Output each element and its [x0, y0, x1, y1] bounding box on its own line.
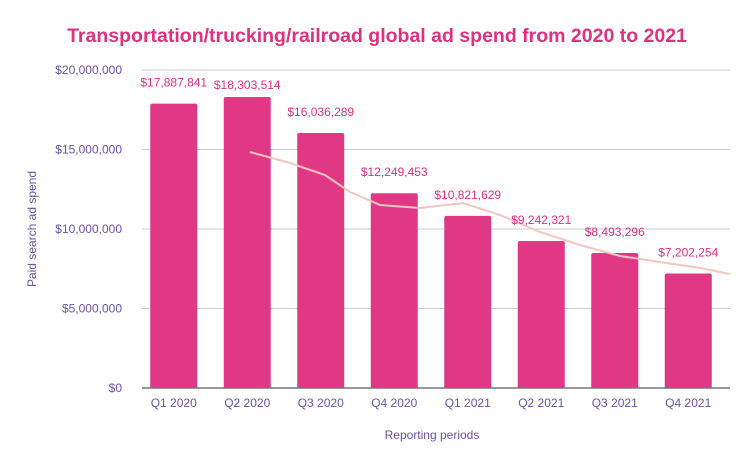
y-tick-label: $15,000,000	[55, 143, 122, 157]
x-tick-label: Q2 2020	[224, 396, 270, 410]
bar	[297, 133, 345, 388]
data-label: $9,242,321	[511, 213, 571, 227]
x-tick-label: Q4 2020	[371, 396, 417, 410]
chart-title: Transportation/trucking/railroad global …	[67, 25, 687, 47]
x-tick-label: Q4 2021	[665, 396, 711, 410]
y-tick-label: $5,000,000	[62, 302, 122, 316]
data-label: $17,887,841	[140, 76, 207, 90]
y-tick-label: $0	[109, 381, 123, 395]
bar	[370, 193, 418, 388]
x-tick-label: Q3 2020	[298, 396, 344, 410]
data-label: $8,493,296	[585, 225, 645, 239]
bar	[444, 215, 492, 388]
bar	[517, 241, 565, 388]
data-label: $7,202,254	[658, 245, 718, 259]
data-label: $10,821,629	[434, 188, 501, 202]
trendline	[249, 151, 731, 275]
y-tick-label: $10,000,000	[55, 222, 122, 236]
bar	[150, 103, 198, 389]
y-tick-label: $20,000,000	[55, 63, 122, 77]
x-tick-label: Q1 2020	[151, 396, 197, 410]
x-tick-label: Q1 2021	[445, 396, 491, 410]
bar	[591, 252, 639, 388]
bar	[223, 96, 271, 389]
y-axis-label: Paid search ad spend	[25, 171, 39, 287]
x-tick-label: Q2 2021	[518, 396, 564, 410]
x-axis-label: Reporting periods	[385, 428, 480, 442]
data-label: $16,036,289	[287, 105, 354, 119]
data-label: $18,303,514	[214, 78, 281, 92]
bar	[664, 273, 712, 388]
x-tick-label: Q3 2021	[592, 396, 638, 410]
data-label: $12,249,453	[361, 165, 428, 179]
